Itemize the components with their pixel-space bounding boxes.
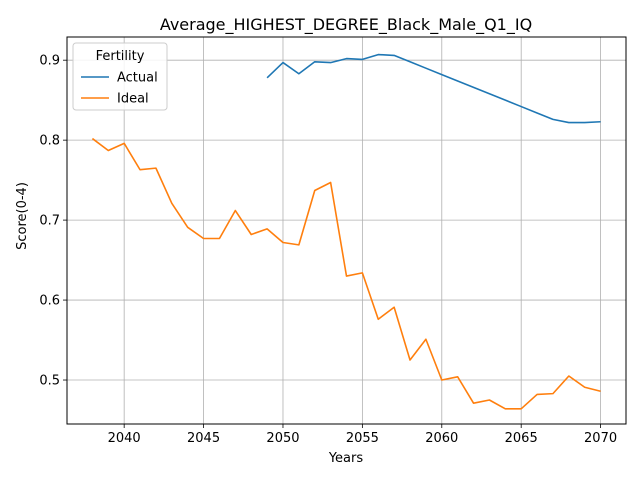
legend-title: Fertility (96, 49, 145, 64)
x-axis-label: Years (328, 451, 364, 466)
y-tick-label: 0.5 (39, 374, 60, 389)
legend: Fertility Actual Ideal (72, 42, 168, 111)
legend-label: Actual (117, 71, 158, 86)
legend-box (72, 42, 168, 111)
y-tick-label: 0.7 (39, 214, 60, 229)
x-tick-label: 2045 (187, 431, 220, 446)
x-tick-label: 2055 (346, 431, 379, 446)
y-tick-label: 0.9 (39, 54, 60, 69)
series-line-ideal (91, 137, 601, 410)
x-tick-label: 2060 (425, 431, 458, 446)
chart-title: Average_HIGHEST_DEGREE_Black_Male_Q1_IQ (160, 15, 532, 35)
plot-frame (66, 36, 627, 425)
x-tick-label: 2065 (505, 431, 538, 446)
x-tick-label: 2040 (108, 431, 141, 446)
series-lines (91, 53, 601, 410)
x-tick-label: 2070 (584, 431, 617, 446)
legend-label: Ideal (117, 92, 149, 107)
x-tick-label: 2050 (266, 431, 299, 446)
grid-lines (67, 37, 626, 424)
x-axis-ticks: 2040 2045 2050 2055 2060 2065 2070 (108, 424, 617, 446)
series-line-actual (266, 53, 601, 124)
y-axis-label: Score(0-4) (15, 182, 30, 250)
y-tick-label: 0.8 (39, 134, 60, 149)
y-axis-ticks: 0.5 0.6 0.7 0.8 0.9 (39, 54, 67, 389)
y-tick-label: 0.6 (39, 294, 60, 309)
